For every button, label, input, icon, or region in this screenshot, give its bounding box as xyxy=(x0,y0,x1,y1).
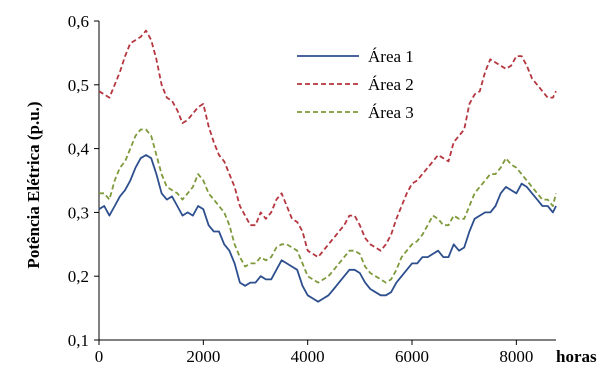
y-tick-label: 0,5 xyxy=(68,76,89,95)
x-axis-title: horas xyxy=(556,347,597,366)
x-tick-label: 2000 xyxy=(186,347,220,366)
y-ticks: 0,1 0,2 0,3 0,4 0,5 0,6 xyxy=(68,12,99,350)
legend-label-area-3: Área 3 xyxy=(368,103,414,122)
x-axis: 0 2000 4000 6000 8000 xyxy=(95,339,556,366)
legend-label-area-1: Área 1 xyxy=(368,47,414,66)
series-line-area-2 xyxy=(98,29,557,259)
x-tick-label: 8000 xyxy=(499,347,533,366)
y-tick-label: 0,3 xyxy=(68,203,89,222)
series-layer xyxy=(98,29,557,303)
x-tick-label: 6000 xyxy=(395,347,429,366)
y-axis-title: Potência Elétrica (p.u.) xyxy=(24,101,43,268)
y-tick-label: 0,6 xyxy=(68,12,89,31)
series-line-area-3 xyxy=(99,128,557,284)
series-line-area-1 xyxy=(98,154,557,303)
x-tick-label: 0 xyxy=(95,347,104,366)
legend-label-area-2: Área 2 xyxy=(368,75,414,94)
x-ticks: 0 2000 4000 6000 8000 xyxy=(95,340,533,366)
y-tick-label: 0,2 xyxy=(68,267,89,286)
x-tick-label: 4000 xyxy=(291,347,325,366)
y-tick-label: 0,4 xyxy=(68,140,90,159)
y-axis: 0,1 0,2 0,3 0,4 0,5 0,6 xyxy=(68,12,100,350)
y-tick-label: 0,1 xyxy=(68,331,89,350)
legend: Área 1 Área 2 Área 3 xyxy=(297,47,414,122)
